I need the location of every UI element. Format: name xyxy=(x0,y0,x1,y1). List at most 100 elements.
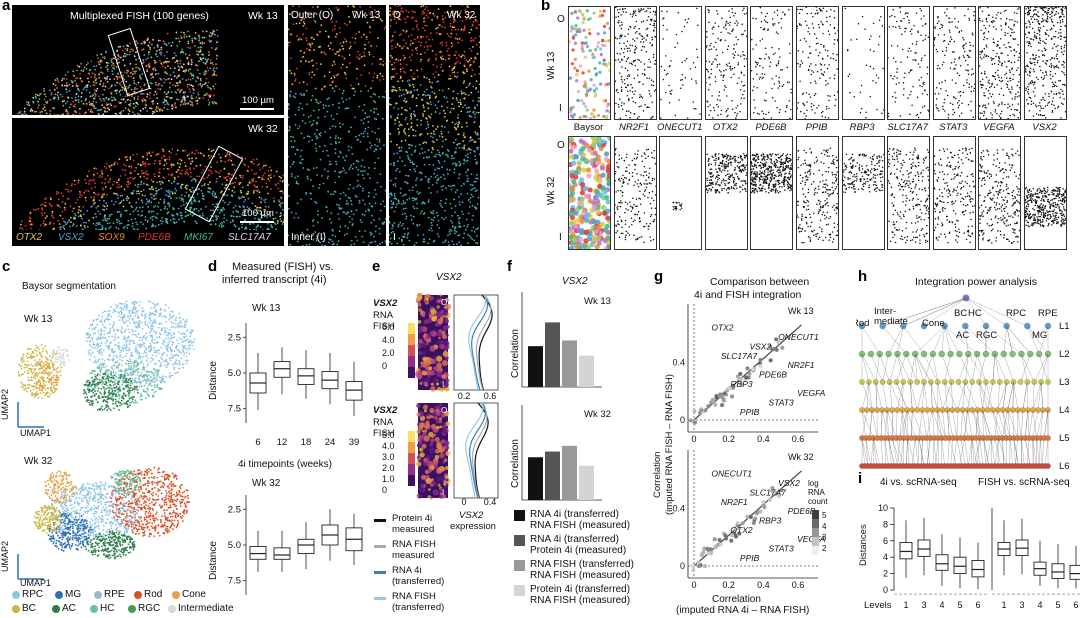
fish-transcript-dot xyxy=(192,187,194,189)
fish-transcript-dot xyxy=(132,225,134,227)
fish-transcript-dot xyxy=(195,32,197,34)
fish-transcript-dot xyxy=(95,216,97,218)
fish-transcript-dot xyxy=(107,62,109,64)
fish-transcript-dot xyxy=(135,102,137,104)
fish-transcript-dot xyxy=(65,103,67,105)
fish-transcript-dot xyxy=(100,109,102,111)
fish-transcript-dot xyxy=(183,204,185,206)
fish-transcript-dot xyxy=(160,63,162,65)
fish-transcript-dot xyxy=(104,182,106,184)
fish-transcript-dot xyxy=(234,191,236,193)
fish-transcript-dot xyxy=(96,173,98,175)
fish-transcript-dot xyxy=(116,193,118,195)
fish-transcript-dot xyxy=(137,210,139,212)
fish-transcript-dot xyxy=(102,196,104,198)
fish-transcript-dot xyxy=(215,83,217,85)
fish-transcript-dot xyxy=(205,63,207,65)
fish-transcript-dot xyxy=(177,162,179,164)
fish-transcript-dot xyxy=(149,151,151,153)
fish-transcript-dot xyxy=(170,67,172,69)
fish-transcript-dot xyxy=(243,196,245,198)
fish-transcript-dot xyxy=(102,187,104,189)
fish-transcript-dot xyxy=(164,67,166,69)
fish-transcript-dot xyxy=(24,111,26,113)
fish-transcript-dot xyxy=(210,32,212,34)
fish-transcript-dot xyxy=(196,150,198,152)
fish-transcript-dot xyxy=(184,195,186,197)
fish-transcript-dot xyxy=(185,53,187,55)
fish-transcript-dot xyxy=(169,156,171,158)
fish-transcript-dot xyxy=(164,71,166,73)
fish-transcript-dot xyxy=(110,92,112,94)
fish-transcript-dot xyxy=(124,174,126,176)
fish-transcript-dot xyxy=(97,58,99,60)
fish-transcript-dot xyxy=(145,59,147,61)
fish-transcript-dot xyxy=(93,179,95,181)
fish-transcript-dot xyxy=(163,202,165,204)
fish-transcript-dot xyxy=(186,57,188,59)
fish-transcript-dot xyxy=(46,215,48,217)
fish-transcript-dot xyxy=(155,73,157,75)
fish-transcript-dot xyxy=(198,94,200,96)
fish-transcript-dot xyxy=(144,99,146,101)
fish-transcript-dot xyxy=(85,100,87,102)
fish-transcript-dot xyxy=(175,85,177,87)
fish-transcript-dot xyxy=(127,178,129,180)
fish-transcript-dot xyxy=(155,61,157,63)
fish-transcript-dot xyxy=(178,88,180,90)
fish-transcript-dot xyxy=(159,181,161,183)
fish-transcript-dot xyxy=(152,111,154,113)
fish-transcript-dot xyxy=(119,211,121,213)
fish-transcript-dot xyxy=(190,161,192,163)
fish-transcript-dot xyxy=(148,54,150,56)
fish-transcript-dot xyxy=(35,111,37,113)
fish-transcript-dot xyxy=(133,107,135,109)
fish-transcript-dot xyxy=(126,210,128,212)
fish-transcript-dot xyxy=(216,219,218,221)
fish-transcript-dot xyxy=(67,189,69,191)
fish-transcript-dot xyxy=(142,98,144,100)
fish-transcript-dot xyxy=(104,166,106,168)
fish-transcript-dot xyxy=(74,213,76,215)
fish-transcript-dot xyxy=(168,180,170,182)
fish-transcript-dot xyxy=(152,103,154,105)
fish-transcript-dot xyxy=(59,206,61,208)
fish-transcript-dot xyxy=(88,183,90,185)
fish-transcript-dot xyxy=(201,86,203,88)
fish-transcript-dot xyxy=(233,216,235,218)
fish-transcript-dot xyxy=(97,210,99,212)
fish-transcript-dot xyxy=(198,47,200,49)
fish-transcript-dot xyxy=(171,214,173,216)
fish-transcript-dot xyxy=(116,92,118,94)
fish-transcript-dot xyxy=(127,99,129,101)
fish-transcript-dot xyxy=(275,184,277,186)
fish-transcript-dot xyxy=(240,192,242,194)
fish-transcript-dot xyxy=(35,97,37,99)
fish-transcript-dot xyxy=(150,74,152,76)
fish-transcript-dot xyxy=(92,101,94,103)
fish-transcript-dot xyxy=(64,221,66,223)
fish-transcript-dot xyxy=(198,61,200,63)
fish-transcript-dot xyxy=(114,78,116,80)
fish-transcript-dot xyxy=(114,193,116,195)
fish-transcript-dot xyxy=(41,111,43,113)
fish-transcript-dot xyxy=(45,205,47,207)
fish-transcript-dot xyxy=(267,193,269,195)
fish-transcript-dot xyxy=(208,87,210,89)
fish-transcript-dot xyxy=(176,197,178,199)
fish-transcript-dot xyxy=(182,78,184,80)
fish-transcript-dot xyxy=(117,163,119,165)
fish-transcript-dot xyxy=(255,186,257,188)
fish-transcript-dot xyxy=(176,183,178,185)
fish-transcript-dot xyxy=(159,169,161,171)
fish-transcript-dot xyxy=(158,175,160,177)
fish-transcript-dot xyxy=(93,203,95,205)
fish-transcript-dot xyxy=(90,60,92,62)
fish-transcript-dot xyxy=(208,155,210,157)
fish-transcript-dot xyxy=(103,189,105,191)
fish-transcript-dot xyxy=(72,225,74,227)
fish-transcript-dot xyxy=(95,94,97,96)
fish-transcript-dot xyxy=(183,103,185,105)
fish-transcript-dot xyxy=(181,199,183,201)
fish-transcript-dot xyxy=(115,113,117,115)
